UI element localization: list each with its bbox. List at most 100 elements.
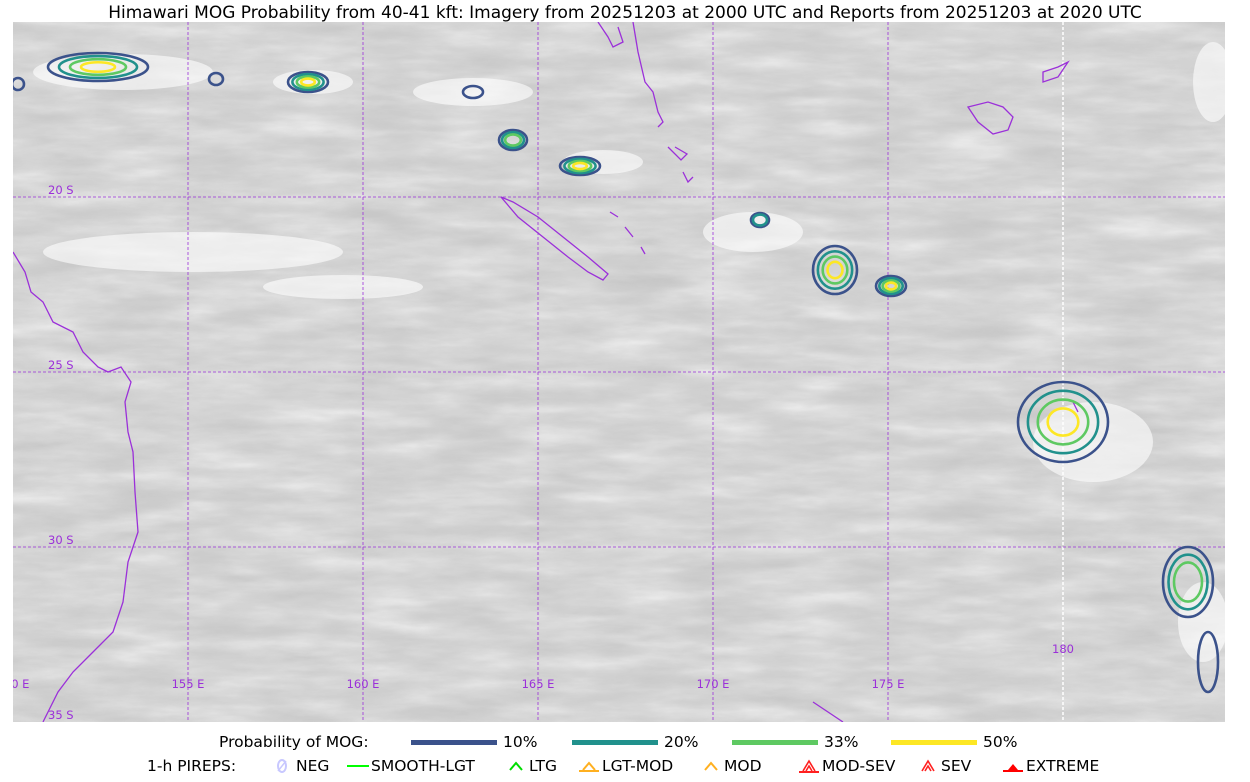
lon-label: 180	[1052, 642, 1074, 656]
pirep-mod-sev: MOD-SEV	[798, 757, 895, 775]
contour-33%	[295, 75, 321, 89]
contour-33%	[503, 133, 523, 147]
caret-icon	[704, 761, 718, 771]
contour-50%	[1046, 407, 1080, 437]
lon-label: 170 E	[697, 677, 730, 691]
coastline	[13, 251, 139, 722]
contour-20%	[1026, 389, 1100, 455]
neg-circle-icon	[277, 759, 287, 773]
contour-10%	[1016, 380, 1110, 464]
cloud-area	[413, 78, 533, 106]
contour-20%	[751, 213, 769, 227]
caret-icon	[509, 761, 523, 771]
level-label: 50%	[983, 733, 1018, 751]
level-label: 20%	[664, 733, 699, 751]
filled-triangle-icon	[1003, 764, 1023, 772]
legend-level-2: 33%	[732, 733, 858, 751]
cloud-area	[1193, 42, 1225, 122]
contour-50%	[299, 77, 317, 87]
contour-50%	[571, 161, 589, 171]
contour-33%	[68, 57, 128, 77]
contour-10%	[811, 244, 859, 296]
probability-legend-label: Probability of MOG:	[219, 733, 369, 751]
pirep-mod: MOD	[700, 757, 762, 775]
pirep-sev: SEV	[917, 757, 971, 775]
contour-10%	[749, 211, 771, 229]
cloud-area	[703, 212, 803, 252]
pirep-neg: NEG	[272, 757, 329, 775]
contour-10%	[46, 51, 150, 83]
contour-10%	[207, 71, 225, 87]
lat-lon-grid	[13, 22, 1225, 722]
contour-20%	[1167, 553, 1209, 611]
level-label: 10%	[503, 733, 538, 751]
chart-title: Himawari MOG Probability from 40-41 kft:…	[108, 3, 1142, 23]
level-swatch	[572, 739, 658, 745]
contour-10%	[1196, 630, 1220, 694]
contour-50%	[826, 260, 844, 280]
pirep-label: NEG	[296, 757, 330, 775]
pireps-legend-label: 1-h PIREPS:	[147, 757, 237, 775]
pirep-ltg: LTG	[505, 757, 557, 775]
satellite-map: 20 S 25 S 30 S 35 S 150 E 155 E 160 E 165 E 170 …	[13, 22, 1225, 722]
legend-level-3: 50%	[891, 733, 1017, 751]
contour-10%	[461, 84, 485, 100]
lat-label: 35 S	[48, 708, 74, 722]
lon-label: 150 E	[13, 677, 29, 691]
contour-33%	[881, 279, 901, 293]
contour-20%	[877, 276, 904, 296]
coastline	[500, 196, 609, 281]
contour-20%	[291, 72, 325, 92]
coastline	[966, 60, 1079, 413]
pirep-label: LTG	[529, 757, 557, 775]
contour-10%	[497, 128, 529, 152]
line-icon	[347, 765, 369, 767]
contour-50%	[79, 60, 117, 74]
contour-10%	[13, 76, 26, 92]
contour-20%	[57, 54, 139, 80]
contour-20%	[500, 130, 526, 150]
contour-10%	[1161, 545, 1215, 619]
lon-label: 165 E	[522, 677, 555, 691]
pirep-smooth-lgt: SMOOTH-LGT	[347, 757, 475, 775]
pirep-lgt-mod: LGT-MOD	[578, 757, 673, 775]
pirep-label: EXTREME	[1026, 757, 1100, 775]
pirep-extreme: EXTREME	[1002, 757, 1099, 775]
level-swatch	[732, 739, 818, 745]
contour-10%	[558, 155, 602, 177]
legend-level-1: 20%	[572, 733, 698, 751]
contour-10%	[286, 70, 330, 94]
contour-10%	[874, 274, 908, 298]
lat-label: 20 S	[48, 183, 74, 197]
mog-probability-contours	[13, 51, 1220, 694]
contour-33%	[567, 159, 593, 173]
pirep-label: SEV	[941, 757, 972, 775]
coastline	[597, 22, 694, 184]
lon-label: 160 E	[347, 677, 380, 691]
double-caret-bar-icon	[799, 759, 819, 773]
pirep-label: SMOOTH-LGT	[371, 757, 475, 775]
contour-33%	[821, 255, 849, 285]
level-swatch	[891, 739, 977, 745]
lat-label: 30 S	[48, 533, 74, 547]
pirep-label: MOD	[724, 757, 762, 775]
pirep-label: MOD-SEV	[822, 757, 896, 775]
level-label: 33%	[824, 733, 859, 751]
double-caret-icon	[921, 759, 935, 772]
lon-label: 175 E	[872, 677, 905, 691]
contour-20%	[816, 249, 854, 291]
lon-label: 155 E	[172, 677, 205, 691]
cloud-area	[43, 232, 343, 272]
caret-bar-icon	[579, 761, 599, 772]
contour-20%	[563, 157, 597, 175]
coastlines	[13, 22, 1079, 722]
contour-50%	[884, 281, 898, 291]
coastline	[609, 211, 844, 722]
contour-33%	[1172, 561, 1204, 603]
level-swatch	[411, 739, 497, 745]
pirep-label: LGT-MOD	[602, 757, 674, 775]
lat-label: 25 S	[48, 358, 74, 372]
contour-33%	[1036, 398, 1090, 446]
grid-labels: 20 S 25 S 30 S 35 S 150 E 155 E 160 E 165 E 170 …	[13, 183, 1074, 722]
cloud-area	[263, 275, 423, 299]
